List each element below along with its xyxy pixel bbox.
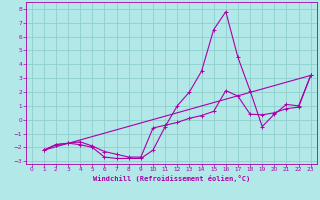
X-axis label: Windchill (Refroidissement éolien,°C): Windchill (Refroidissement éolien,°C) <box>92 175 250 182</box>
